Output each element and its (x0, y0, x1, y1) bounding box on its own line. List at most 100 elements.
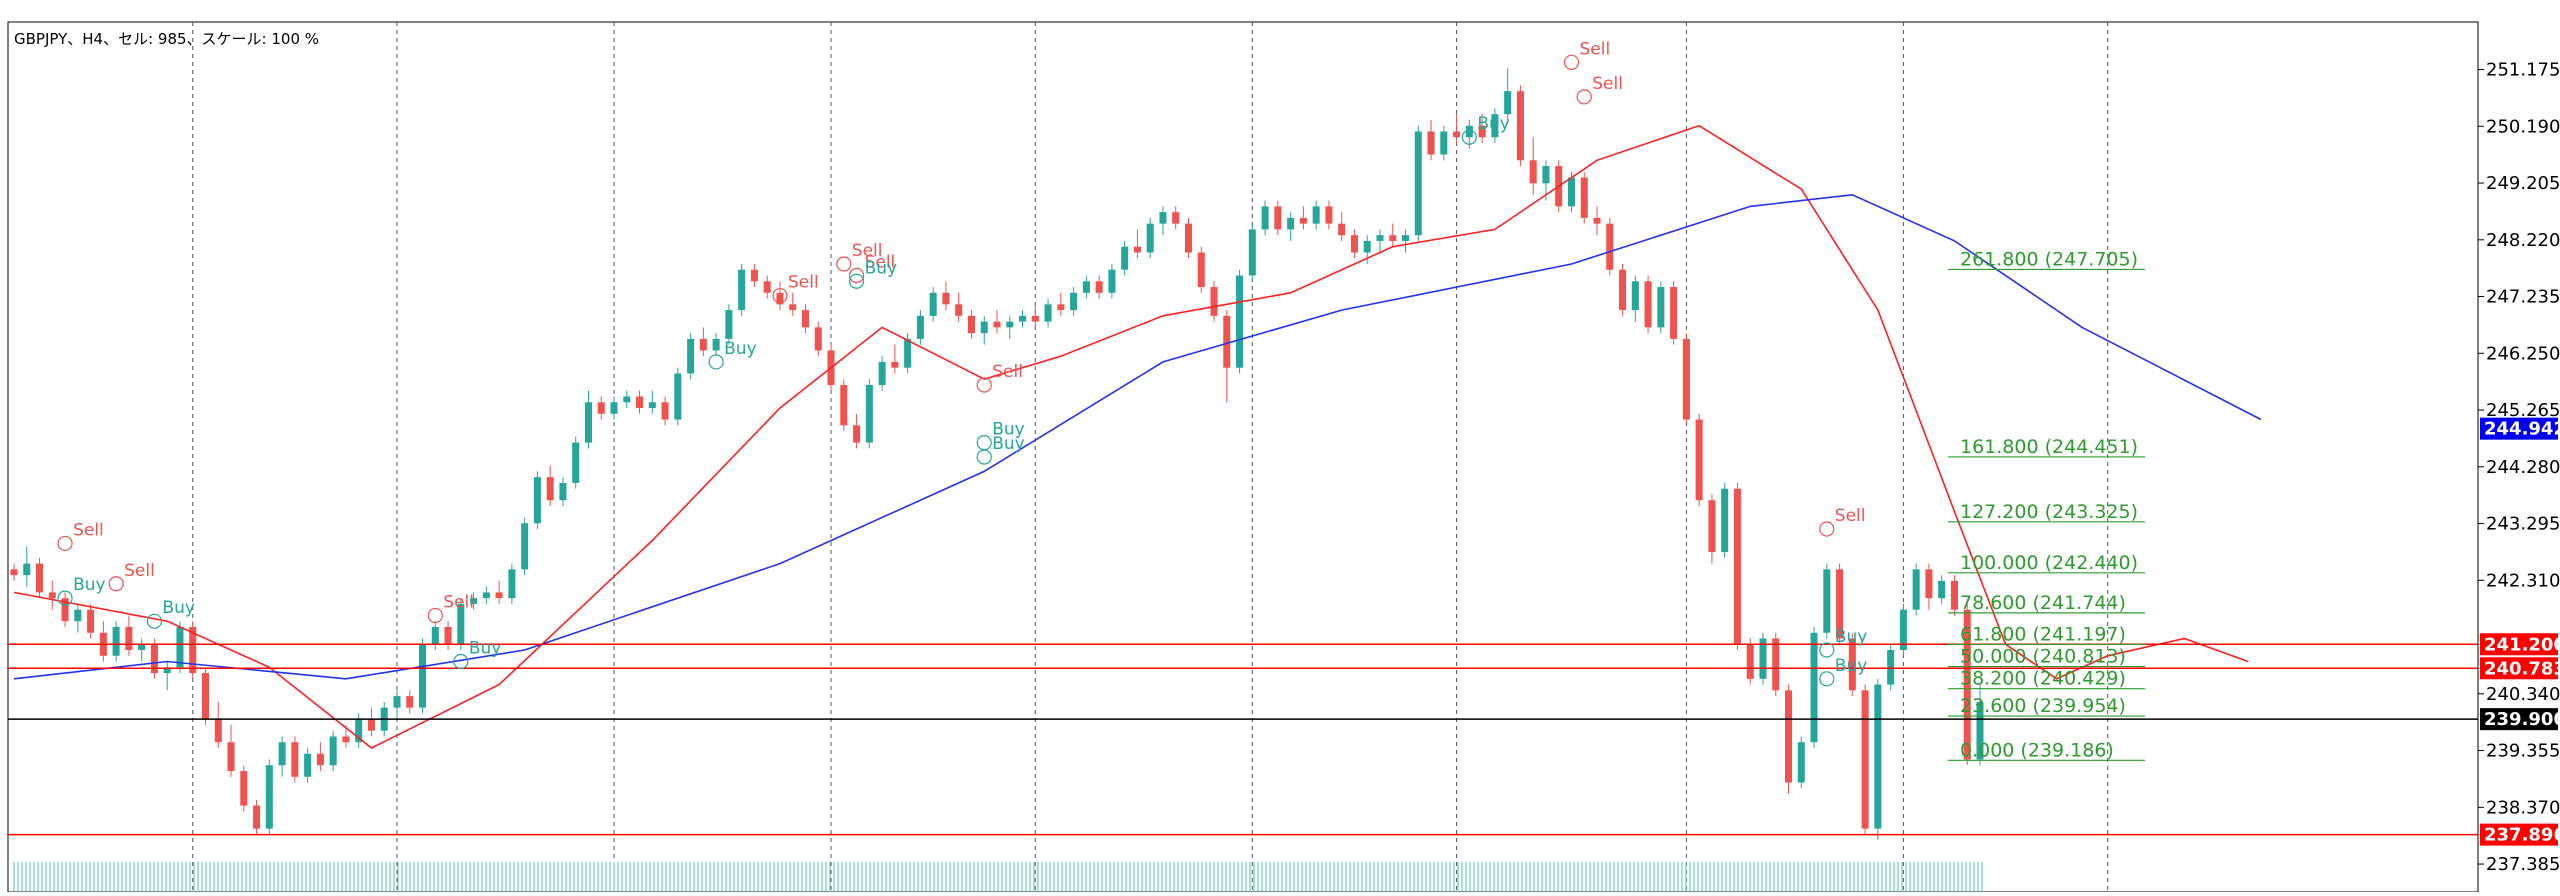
candle (929, 287, 937, 322)
candle-body (712, 338, 720, 351)
candle-body (1159, 212, 1167, 224)
candle (1657, 281, 1665, 334)
candle (1874, 678, 1882, 841)
price-tag (2480, 657, 2558, 680)
candle (495, 580, 503, 604)
candle-body (763, 281, 771, 293)
candle (623, 390, 631, 409)
candle-body (1516, 91, 1524, 161)
candle (878, 356, 886, 391)
signal-marker (1563, 54, 1580, 70)
candle-body (48, 592, 56, 599)
candle (1019, 310, 1027, 328)
candle-body (916, 315, 924, 339)
candle (1274, 200, 1282, 236)
candle (1223, 310, 1231, 403)
candle (840, 379, 848, 432)
candle-body (74, 609, 82, 622)
candle (1784, 684, 1793, 795)
y-tick-label: 249.205 (2486, 173, 2560, 194)
candle-body (636, 396, 644, 409)
candle (112, 621, 120, 662)
signal-marker (108, 576, 124, 592)
candle (1836, 563, 1844, 645)
signal-marker (146, 613, 163, 629)
candle-body (1325, 206, 1333, 224)
candle-body (1184, 223, 1193, 253)
candle (1108, 263, 1116, 299)
price-tag (2480, 823, 2558, 846)
fib-level-label: 127.200 (243.325) (1960, 501, 2138, 523)
candle (1708, 494, 1716, 564)
ma-slow-line (13, 193, 2262, 680)
candle (1376, 229, 1384, 253)
candle (1172, 206, 1180, 230)
y-tick-label: 242.310 (2486, 570, 2560, 591)
candle-body (61, 598, 69, 622)
candle (316, 742, 324, 772)
candle (406, 690, 414, 714)
candle (10, 563, 18, 581)
candle (712, 333, 720, 357)
candle-body (163, 667, 171, 674)
candle-body (623, 396, 631, 403)
candle (125, 615, 133, 656)
candle-body (342, 736, 350, 743)
candle-body (955, 304, 963, 316)
signal-label: Buy (1835, 627, 1868, 647)
candle (1146, 217, 1154, 259)
candle-body (980, 321, 988, 334)
candle (1912, 563, 1920, 616)
candle (546, 465, 554, 506)
candle-body (240, 771, 248, 806)
price-axis: 251.175 250.190 249.205 248.220 247.235 246.2… (2478, 60, 2560, 875)
candle-body (36, 563, 44, 593)
candle-body (1057, 304, 1065, 311)
candle-body (1070, 292, 1078, 311)
candle-body (521, 523, 529, 570)
candle-body (789, 304, 797, 311)
candle (253, 799, 261, 835)
candle-body (112, 626, 120, 656)
candle (61, 592, 69, 627)
candle-body (853, 425, 861, 443)
candle (1887, 644, 1895, 691)
candle (1721, 482, 1729, 558)
candle-body (1133, 246, 1141, 253)
fibonacci-layer: 261.800 (247.705) 161.800 (244.451) 127.20… (1948, 248, 2145, 761)
candle-body (687, 338, 695, 374)
candle-body (316, 753, 324, 766)
candle (1593, 206, 1601, 236)
price-tag-label: 244.942 (2484, 419, 2560, 440)
y-tick-label: 239.355 (2486, 741, 2560, 762)
candle-body (508, 569, 516, 599)
fib-level-label: 23.600 (239.954) (1960, 695, 2126, 717)
candle (1772, 632, 1780, 697)
candle (1848, 632, 1856, 697)
fib-level-label: 38.200 (240.429) (1960, 668, 2126, 690)
y-tick-label: 245.265 (2486, 400, 2560, 421)
candle-body (1887, 650, 1895, 685)
candle-body (1810, 632, 1818, 743)
signal-label: Buy (865, 258, 898, 278)
candle (1899, 603, 1907, 656)
candle-body (1746, 644, 1754, 679)
candle (444, 621, 452, 651)
candle (1427, 119, 1435, 161)
y-tick-label: 250.190 (2486, 116, 2560, 137)
signal-marker (976, 449, 992, 465)
candle (1695, 413, 1703, 506)
candle (776, 281, 784, 311)
candle-body (1287, 217, 1295, 230)
candle-body (1963, 609, 1971, 760)
candle-body (150, 644, 158, 674)
candle-body (419, 644, 427, 708)
candle (419, 638, 427, 714)
fib-level-label: 100.000 (242.440) (1960, 552, 2138, 574)
signal-label: Buy (1477, 114, 1510, 134)
candle-body (1223, 315, 1231, 368)
candle-body (891, 361, 899, 368)
candle (1325, 200, 1333, 230)
